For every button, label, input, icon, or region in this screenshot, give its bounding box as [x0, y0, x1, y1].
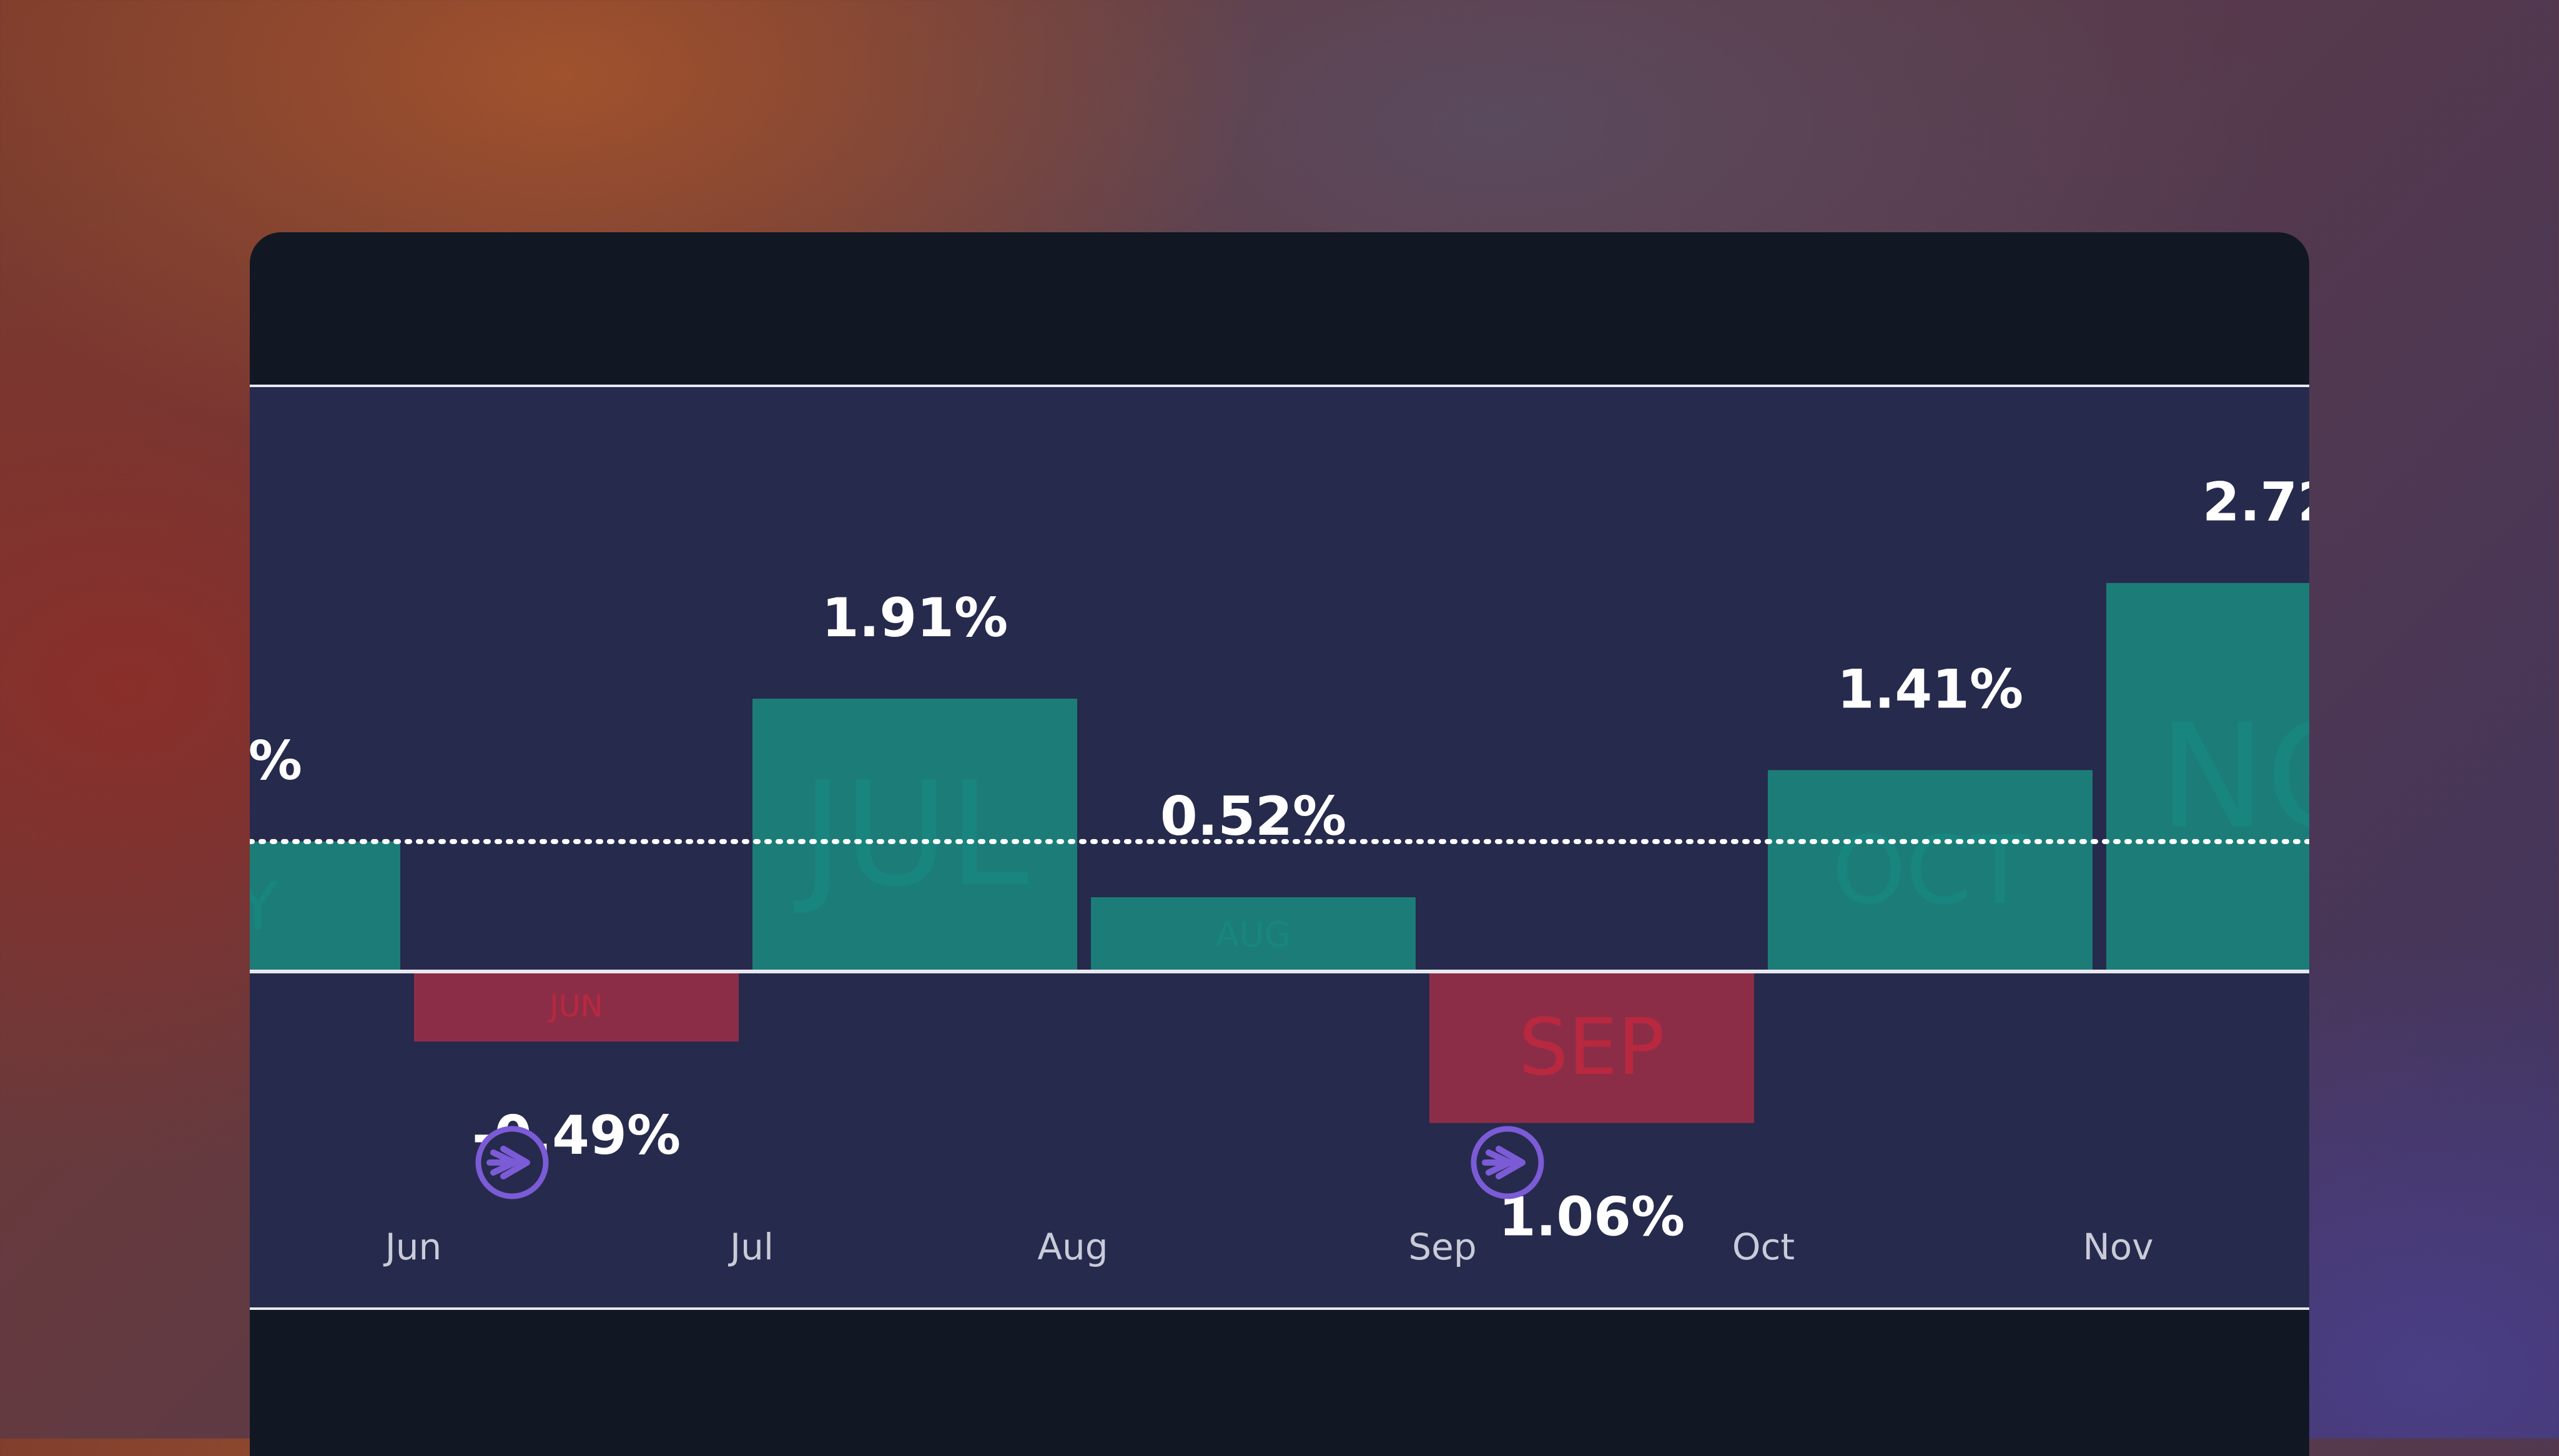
- economic-event-icon[interactable]: [475, 1126, 549, 1199]
- bar-text: OCT: [1832, 817, 2029, 925]
- x-tick-label: Sep: [1408, 1226, 1476, 1268]
- bar-jun: [414, 971, 739, 1042]
- bar-text: JUL: [794, 752, 1028, 918]
- x-tick-label: Oct: [1732, 1226, 1795, 1268]
- economic-event-icon[interactable]: [1471, 1126, 1544, 1199]
- x-tick-label: Aug: [1037, 1226, 1108, 1268]
- value-label: 1.41%: [1837, 658, 2023, 721]
- bar-sep: [1429, 971, 1754, 1123]
- bar-nov: [2106, 583, 2309, 972]
- bar-may: [250, 841, 400, 972]
- bar-text: JUN: [548, 989, 603, 1024]
- value-label: 0.52%: [1160, 785, 1346, 848]
- bar-text: AUG: [1216, 915, 1291, 955]
- value-label: 1.91%: [822, 587, 1008, 649]
- x-tick-label: Nov: [2083, 1226, 2153, 1268]
- seasonality-chart: AYJUNJULAUGSEPOCTNO 91%-0.49%1.91%0.52%1…: [250, 385, 2309, 1310]
- bar-text: SEP: [1519, 1002, 1665, 1093]
- value-label: 1.06%: [1499, 1186, 1685, 1249]
- x-tick-label: Jun: [383, 1226, 442, 1268]
- bar-text: NO: [2158, 694, 2309, 860]
- value-label: 2.72: [2202, 471, 2309, 534]
- bar-aug: [1091, 897, 1416, 972]
- value-label: 91%: [250, 730, 302, 792]
- bar-oct: [1768, 770, 2093, 972]
- chart-card: AYJUNJULAUGSEPOCTNO 91%-0.49%1.91%0.52%1…: [250, 232, 2309, 1456]
- bar-jul: [752, 699, 1077, 972]
- x-tick-label: Jul: [728, 1226, 774, 1268]
- bar-text: AY: [250, 868, 279, 945]
